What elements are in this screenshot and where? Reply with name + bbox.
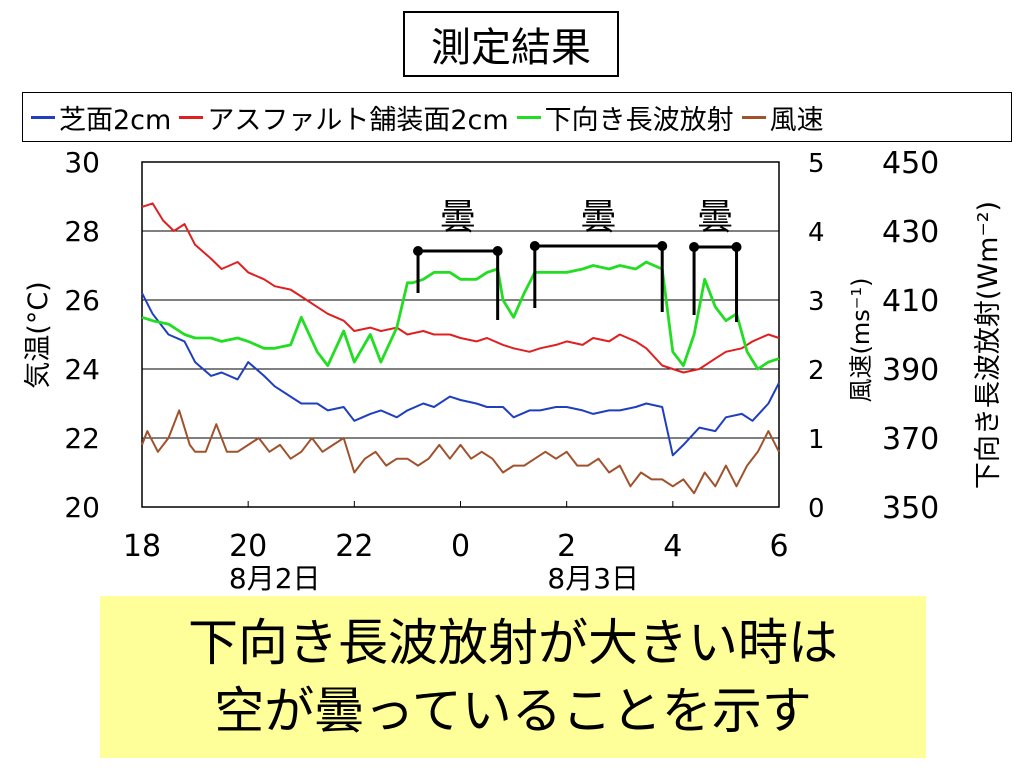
x-date-label: 8月3日 (547, 562, 639, 595)
cloud-bar-dot (657, 241, 668, 251)
y-tick-label-temperature: 24 (64, 353, 100, 386)
legend-label-wind: 風速 (769, 104, 824, 136)
legend-swatch-radiation (516, 115, 541, 119)
y-tick-label-temperature: 26 (64, 284, 100, 317)
cloud-bar-dot (731, 242, 742, 252)
y-tick-label-radiation: 430 (882, 215, 939, 250)
chart-title: 測定結果 (403, 11, 619, 77)
x-tick-label: 18 (123, 529, 161, 564)
x-tick-label: 0 (451, 529, 470, 564)
legend-item-grass: 芝面2cm (31, 98, 171, 137)
x-tick-label: 6 (769, 529, 788, 564)
cloud-bar-dot (689, 242, 700, 252)
cloud-bar-dot (492, 246, 503, 256)
x-tick-label: 2 (557, 529, 576, 564)
conclusion-line-2: 空が曇っていることを示す (214, 682, 812, 740)
legend: 芝面2cm アスファルト舗装面2cm 下向き長波放射 風速 (22, 92, 1012, 142)
y-tick-label-radiation: 410 (882, 284, 939, 319)
x-tick-label: 20 (229, 529, 267, 564)
cloud-bar-dot (413, 246, 424, 256)
x-date-label: 8月2日 (229, 562, 321, 595)
cloud-label: 曇 (440, 197, 476, 238)
legend-label-radiation: 下向き長波放射 (544, 104, 734, 136)
legend-swatch-grass (31, 115, 55, 119)
series-line-temperature (141, 292, 780, 457)
y-tick-label-temperature: 28 (64, 215, 100, 248)
y-tick-label-temperature: 20 (64, 491, 100, 524)
cloud-label: 曇 (581, 197, 617, 238)
cloud-bar-dot (529, 241, 540, 251)
y-tick-label-radiation: 390 (882, 353, 939, 388)
conclusion-box: 下向き長波放射が大きい時は 空が曇っていることを示す (100, 596, 926, 758)
x-tick-label: 22 (335, 529, 373, 564)
legend-swatch-asphalt (179, 115, 204, 119)
legend-item-wind: 風速 (741, 98, 824, 137)
legend-label-asphalt: アスファルト舗装面2cm (207, 104, 509, 136)
y-tick-label-wind: 4 (808, 218, 825, 248)
y-axis-label-temperature: 気温(°C) (23, 281, 54, 388)
y-tick-label-wind: 3 (808, 287, 825, 317)
y-tick-label-radiation: 350 (882, 491, 939, 526)
y-tick-label-radiation: 370 (882, 422, 939, 457)
plot-area (141, 161, 780, 508)
y-tick-label-wind: 0 (808, 494, 825, 524)
legend-label-grass: 芝面2cm (59, 104, 172, 136)
y-tick-label-wind: 2 (808, 356, 825, 386)
series-line-wind (141, 409, 780, 495)
y-tick-label-temperature: 22 (64, 422, 100, 455)
series-line-temperature (141, 202, 780, 374)
legend-item-radiation: 下向き長波放射 (516, 98, 734, 137)
y-tick-label-wind: 5 (808, 149, 825, 179)
y-tick-label-wind: 1 (808, 425, 825, 455)
conclusion-line-1: 下向き長波放射が大きい時は (188, 614, 838, 672)
y-axis-label-radiation: 下向き長波放射(Wm⁻²) (973, 201, 1004, 489)
y-axis-label-wind: 風速(ms⁻¹) (847, 278, 875, 403)
legend-item-asphalt: アスファルト舗装面2cm (179, 98, 509, 137)
series-group (141, 202, 780, 495)
cloud-label: 曇 (697, 197, 733, 238)
cloud-annotations: 曇曇曇 (413, 197, 742, 322)
legend-swatch-wind (741, 115, 766, 119)
series-line-radiation (141, 260, 780, 371)
x-tick-label: 4 (663, 529, 682, 564)
chart: 曇曇曇 202224262830012345350370390410430450… (23, 146, 1004, 595)
y-tick-label-temperature: 30 (64, 146, 100, 179)
y-tick-label-radiation: 450 (882, 146, 939, 181)
